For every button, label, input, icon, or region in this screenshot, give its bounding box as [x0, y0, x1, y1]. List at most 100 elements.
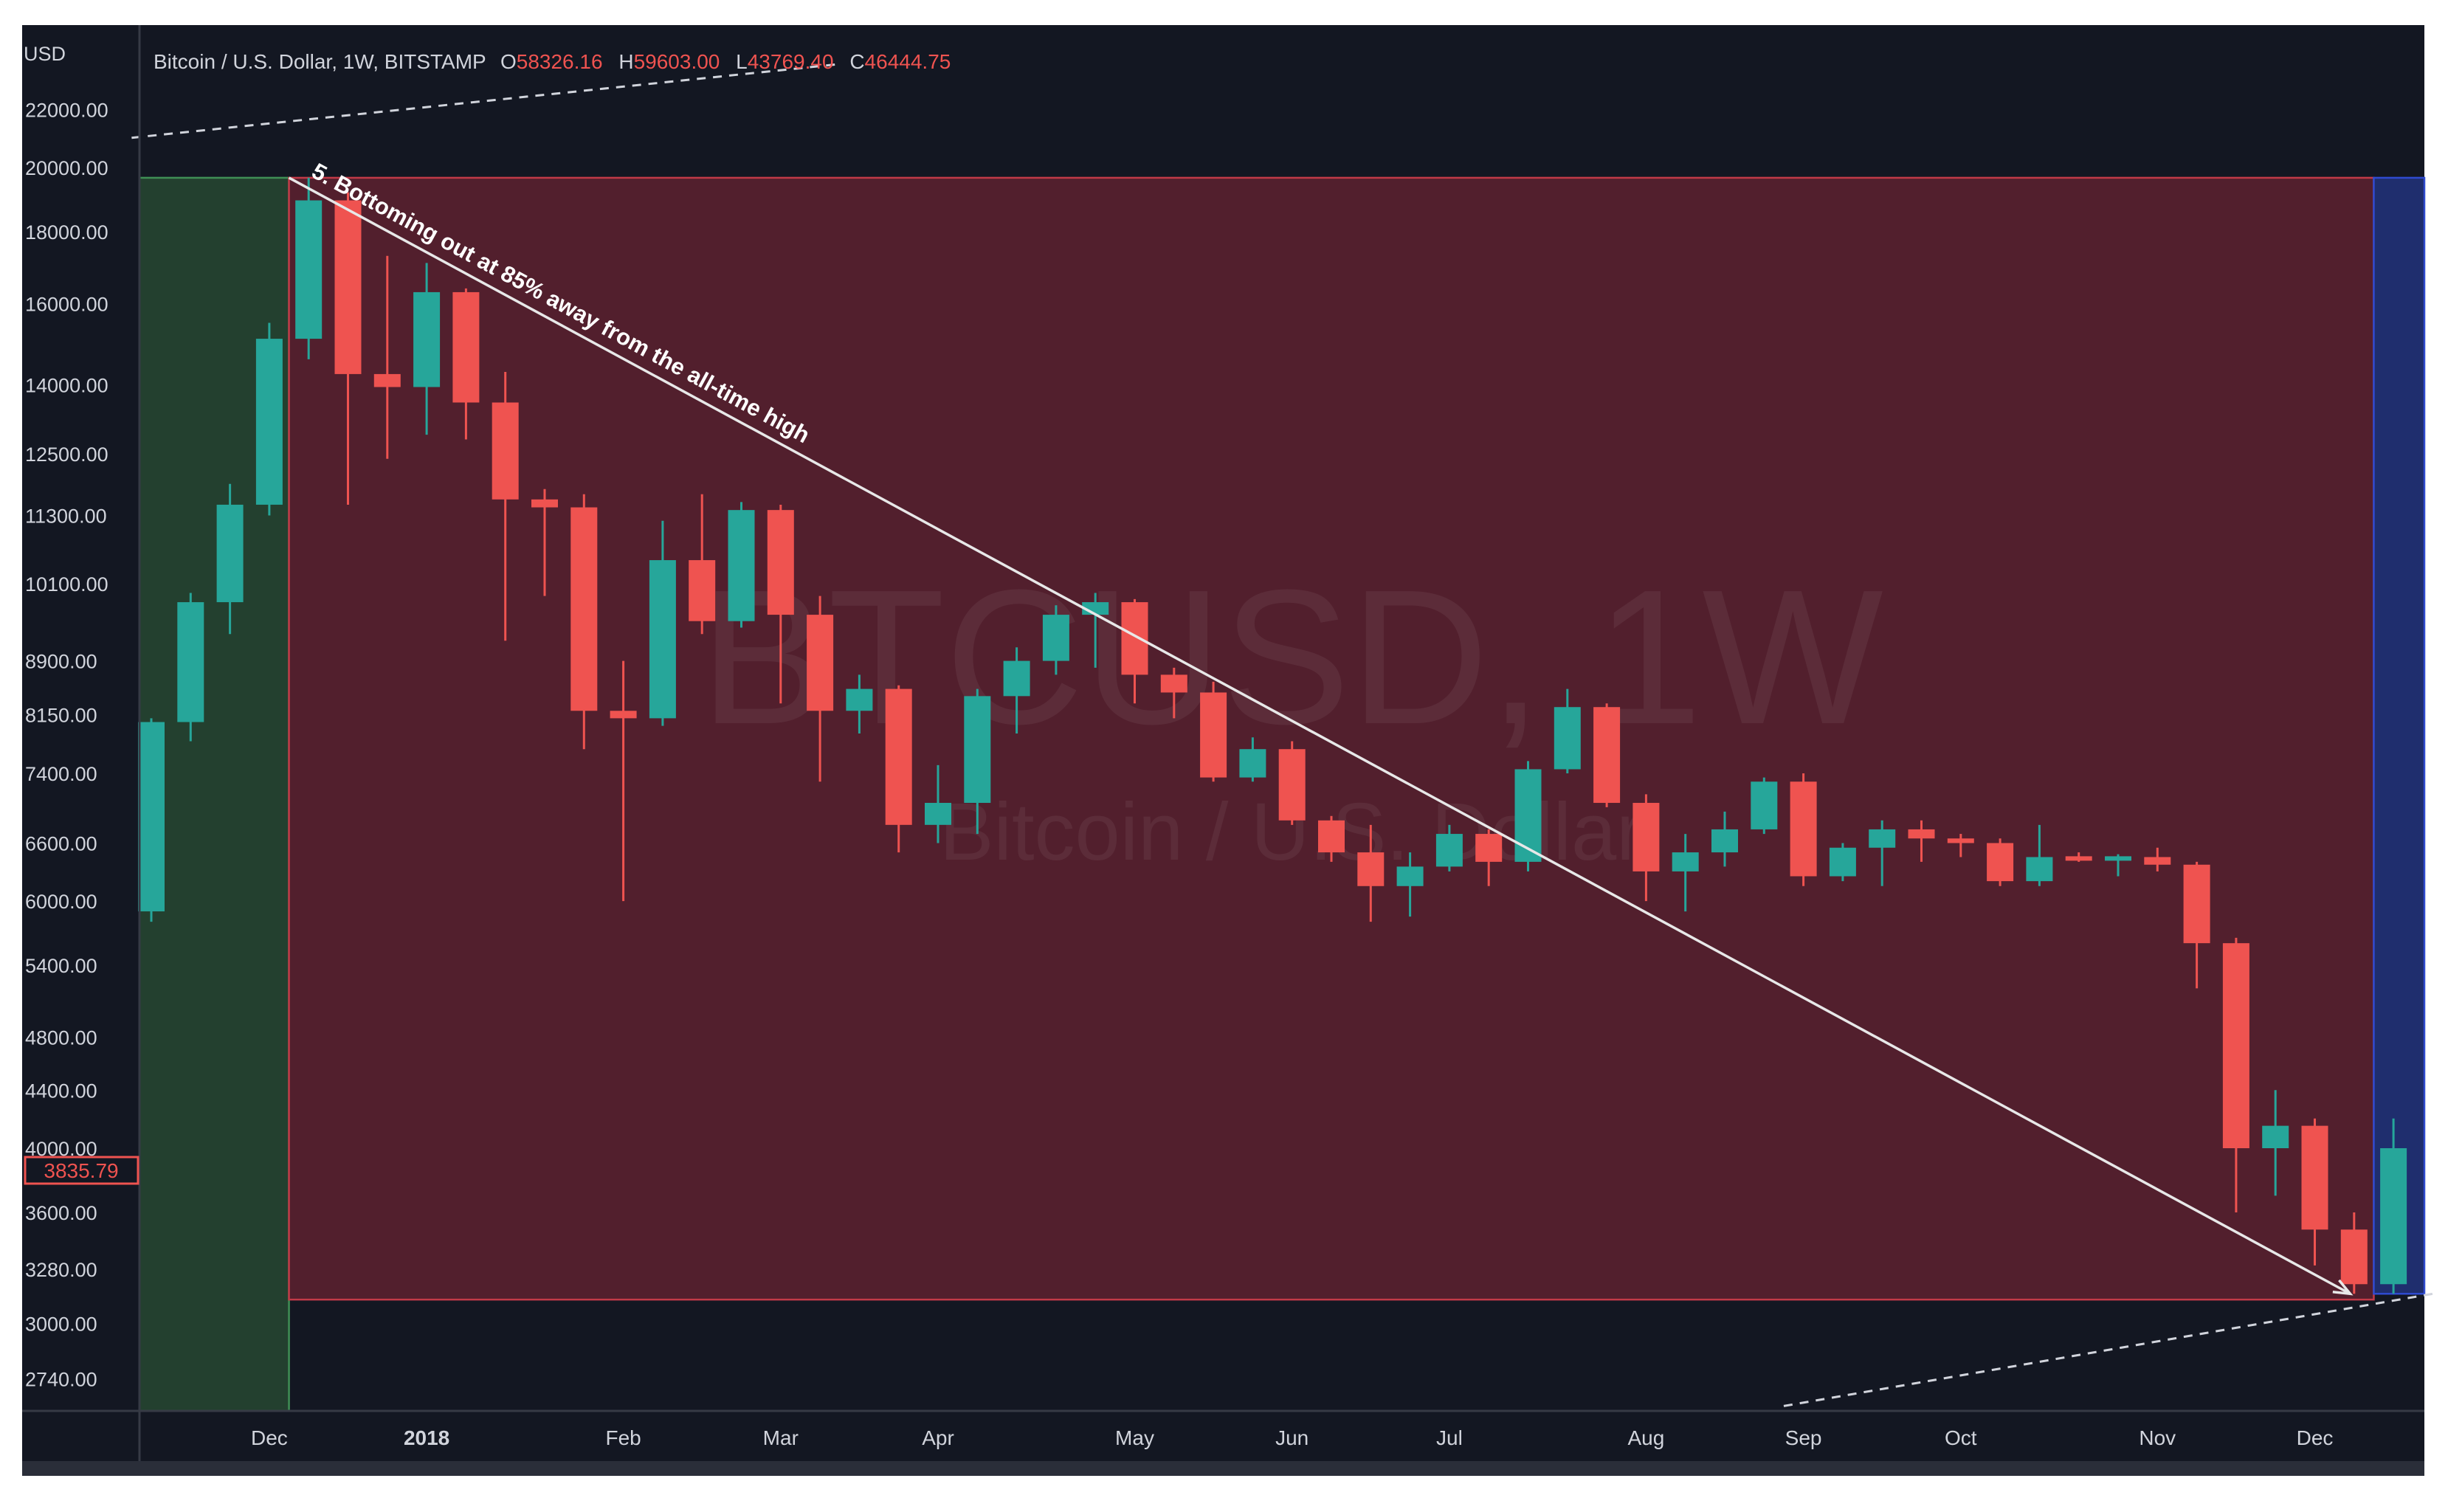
x-tick-label: May — [1115, 1426, 1154, 1449]
candle-body — [1947, 838, 1974, 843]
candle-body — [1042, 615, 1069, 661]
candle — [1475, 829, 1503, 886]
candle — [1672, 834, 1699, 912]
y-tick-label: 10100.00 — [25, 573, 108, 596]
candle-body — [452, 291, 480, 403]
candle-body — [925, 803, 951, 825]
candle-body — [807, 615, 834, 711]
y-tick-label: 7400.00 — [25, 763, 97, 785]
candle — [1160, 667, 1187, 719]
candle-body — [728, 510, 755, 621]
candle-body — [2144, 857, 2171, 865]
candle-body — [138, 722, 165, 912]
candle — [728, 502, 755, 628]
x-tick-label: Oct — [1945, 1426, 1977, 1449]
candle — [1121, 598, 1148, 704]
candle — [1003, 647, 1030, 734]
candle — [1632, 794, 1660, 902]
candle — [1435, 824, 1463, 871]
candle — [964, 688, 991, 835]
candle-body — [1357, 852, 1385, 886]
y-tick-label: 8900.00 — [25, 651, 97, 673]
candle-body — [1239, 749, 1266, 778]
y-tick-label: 12500.00 — [25, 443, 108, 466]
candle — [138, 718, 165, 922]
candle — [610, 660, 637, 902]
candle — [1751, 777, 1778, 835]
candle — [2301, 1118, 2328, 1266]
candle-body — [1435, 834, 1463, 867]
candle — [255, 322, 283, 516]
candle-body — [1514, 769, 1542, 862]
candle-body — [1396, 866, 1424, 886]
candle-body — [689, 560, 716, 621]
candle-body — [1829, 847, 1856, 877]
y-tick-label: 22000.00 — [25, 99, 108, 121]
candle — [2144, 847, 2171, 871]
candle-body — [1672, 852, 1699, 871]
candle — [492, 372, 519, 641]
currency-label: USD — [24, 43, 66, 65]
candle — [1711, 811, 1738, 867]
x-tick-label: Dec — [251, 1426, 288, 1449]
candle-body — [2105, 856, 2131, 861]
candle — [2262, 1090, 2289, 1196]
candle — [1554, 688, 1581, 774]
y-tick-label: 16000.00 — [25, 293, 108, 315]
candle-body — [2026, 857, 2053, 882]
candle — [570, 494, 598, 750]
candle-body — [610, 711, 637, 719]
y-tick-label: 3280.00 — [25, 1259, 97, 1281]
candle — [1947, 834, 1974, 857]
candle — [452, 288, 480, 440]
candles-layer — [138, 177, 2407, 1294]
candle-body — [885, 688, 912, 825]
last-price-marker: 3835.79 — [24, 1156, 139, 1185]
candle-body — [1003, 660, 1030, 697]
candle — [767, 504, 794, 704]
candle-body — [2065, 856, 2092, 861]
candle — [177, 593, 204, 742]
x-tick-label: Mar — [763, 1426, 799, 1449]
candle-body — [1200, 692, 1227, 778]
candle-body — [1869, 829, 1896, 848]
candle — [885, 685, 912, 853]
watermark-ticker: BTCUSD, 1W — [700, 550, 1885, 764]
x-tick-label: 2018 — [404, 1426, 449, 1449]
candle — [807, 596, 834, 782]
close-value: 46444.75 — [865, 50, 951, 73]
candle — [1042, 605, 1069, 675]
candle-body — [2183, 864, 2210, 944]
y-tick-label: 20000.00 — [25, 157, 108, 179]
candle — [1987, 838, 2014, 886]
candle-body — [964, 696, 991, 804]
open-label: O — [500, 50, 517, 73]
y-tick-label: 6000.00 — [25, 891, 97, 913]
open-value: 58326.16 — [517, 50, 603, 73]
y-tick-label: 18000.00 — [25, 221, 108, 244]
candle-body — [1475, 834, 1503, 862]
candle-body — [2222, 943, 2249, 1148]
candle — [1200, 681, 1227, 782]
axis-layer: 22000.00 20000.00 18000.00 16000.00 14000.00… — [22, 25, 2424, 1461]
dashed-trendline — [131, 63, 840, 139]
candle — [1908, 820, 1935, 862]
candle — [2380, 1118, 2407, 1294]
candle-body — [413, 291, 441, 387]
y-ticks: 22000.00 20000.00 18000.00 16000.00 14000.00… — [25, 99, 108, 1390]
candle — [1239, 737, 1266, 782]
symbol-title: Bitcoin / U.S. Dollar, 1W, BITSTAMP O583… — [154, 50, 951, 73]
candle-body — [2380, 1148, 2407, 1285]
symbol-description: Bitcoin / U.S. Dollar, 1W, BITSTAMP — [154, 50, 486, 73]
candle-body — [1160, 674, 1187, 693]
candle-body — [295, 200, 323, 339]
candle — [1318, 815, 1345, 862]
candle-body — [1908, 829, 1935, 839]
x-tick-label: Jul — [1436, 1426, 1463, 1449]
candle-body — [216, 504, 244, 603]
trendline — [288, 176, 2351, 1295]
y-tick-label: 4400.00 — [25, 1080, 97, 1102]
candle — [925, 764, 951, 843]
high-label: H — [618, 50, 633, 73]
